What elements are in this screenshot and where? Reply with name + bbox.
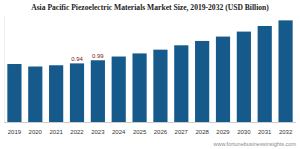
x-tick-label: 2031 bbox=[258, 129, 272, 135]
bar bbox=[216, 37, 230, 122]
bar bbox=[153, 50, 167, 122]
x-tick-label: 2019 bbox=[8, 129, 22, 135]
x-tick-label: 2021 bbox=[49, 129, 63, 135]
x-tick-label: 2023 bbox=[91, 129, 105, 135]
title: Asia Pacific Piezoelectric Materials Mar… bbox=[31, 3, 269, 12]
x-tick-label: 2026 bbox=[154, 129, 168, 135]
bar bbox=[91, 60, 105, 122]
bar bbox=[7, 64, 21, 122]
chart: Asia Pacific Piezoelectric Materials Mar… bbox=[0, 0, 300, 149]
bar bbox=[132, 53, 146, 122]
bar bbox=[28, 67, 42, 122]
bars bbox=[7, 20, 292, 122]
x-axis bbox=[4, 122, 296, 123]
x-tick-label: 2032 bbox=[279, 129, 293, 135]
bar bbox=[237, 32, 251, 122]
x-tick-label: 2024 bbox=[112, 129, 126, 135]
bar bbox=[49, 65, 63, 122]
bar bbox=[70, 63, 84, 122]
data-label: 0.99 bbox=[92, 53, 104, 59]
y-axis-range bbox=[4, 16, 5, 122]
x-tick-label: 2030 bbox=[237, 129, 251, 135]
bar bbox=[258, 26, 272, 122]
data-label: 0.94 bbox=[71, 56, 83, 62]
x-tick-label: 2028 bbox=[195, 129, 209, 135]
source: www.fortunebusinessinsights.com bbox=[212, 141, 296, 147]
x-tick-label: 2027 bbox=[175, 129, 189, 135]
x-tick-label: 2022 bbox=[70, 129, 84, 135]
bar bbox=[174, 45, 188, 122]
bar bbox=[278, 20, 292, 122]
x-tick-label: 2020 bbox=[29, 129, 43, 135]
bar bbox=[195, 41, 209, 122]
bar bbox=[112, 57, 126, 122]
x-tick-label: 2029 bbox=[216, 129, 230, 135]
x-tick-label: 2025 bbox=[133, 129, 147, 135]
